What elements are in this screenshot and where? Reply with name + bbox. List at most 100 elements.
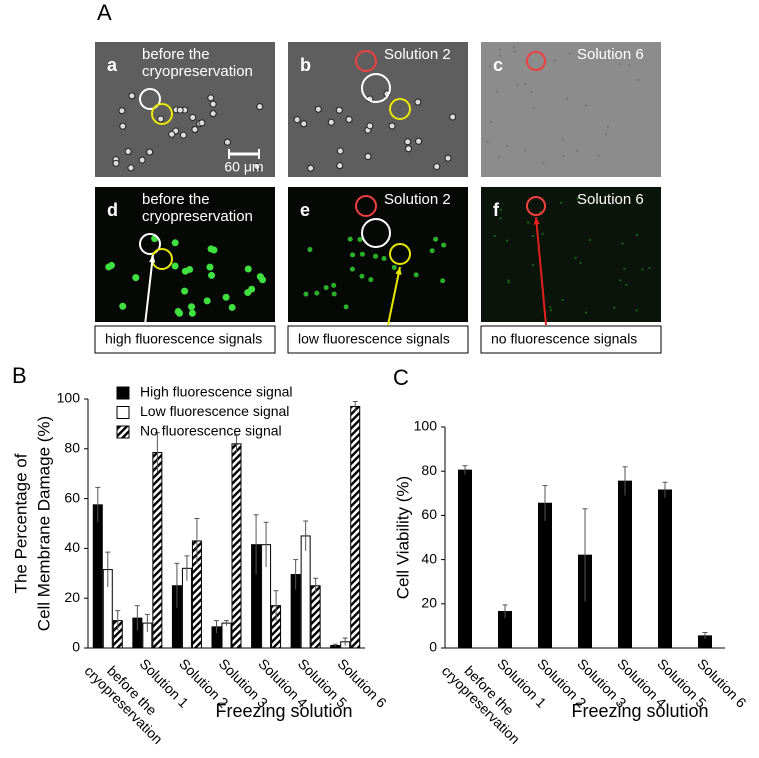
- bar: [300, 535, 311, 649]
- cell: [347, 236, 353, 242]
- cell: [635, 309, 638, 312]
- cell: [323, 285, 329, 291]
- cell: [531, 263, 535, 267]
- cell: [208, 271, 216, 279]
- cell: [188, 309, 196, 317]
- image-label: Solution 2: [384, 46, 451, 63]
- cell: [404, 145, 412, 153]
- bar: [152, 452, 163, 649]
- cell: [561, 138, 564, 141]
- image-letter: e: [300, 200, 310, 220]
- cell: [244, 289, 252, 297]
- bar: [350, 405, 361, 649]
- cell: [413, 272, 419, 278]
- y-tick-label: 100: [414, 418, 438, 434]
- cell: [542, 162, 545, 165]
- cell: [112, 159, 120, 167]
- cell: [584, 311, 588, 314]
- cell: [486, 140, 489, 143]
- marker-circle: [139, 233, 161, 255]
- cell: [119, 302, 127, 310]
- cell: [619, 62, 622, 66]
- cell: [171, 239, 179, 247]
- cell: [590, 56, 594, 59]
- cell: [179, 131, 187, 139]
- cell: [516, 83, 519, 87]
- image-letter: c: [493, 55, 503, 75]
- cell: [388, 122, 396, 130]
- marker-circle: [389, 98, 411, 120]
- cell: [523, 82, 527, 86]
- cell: [366, 122, 374, 130]
- cell: [404, 138, 412, 146]
- cell: [605, 133, 608, 136]
- x-axis-label: Freezing solution: [215, 701, 352, 721]
- cell: [127, 164, 135, 172]
- cell: [364, 153, 372, 161]
- cell: [209, 100, 217, 108]
- legend-label: Low fluorescence signal: [140, 403, 289, 419]
- cell: [568, 52, 572, 55]
- cell: [253, 163, 261, 171]
- cell: [222, 293, 230, 301]
- cell: [359, 273, 365, 279]
- legend-swatch: [116, 406, 130, 419]
- panel-label: A: [97, 0, 112, 25]
- cell: [105, 263, 113, 271]
- cell: [531, 234, 535, 238]
- arrow-head: [149, 255, 156, 263]
- image-letter: b: [300, 55, 311, 75]
- cell: [343, 304, 349, 310]
- cell: [189, 113, 197, 121]
- cell: [574, 256, 577, 260]
- cell: [244, 265, 252, 273]
- y-axis-label: Cell Viability (%): [393, 476, 412, 599]
- cell: [209, 110, 217, 118]
- cell: [449, 113, 457, 121]
- cell: [228, 303, 236, 311]
- cell: [561, 298, 564, 302]
- cell: [628, 64, 631, 67]
- cell: [314, 290, 320, 296]
- x-axis-label: Freezing solution: [571, 701, 708, 721]
- cell: [138, 156, 146, 164]
- cell: [505, 239, 509, 242]
- cell: [553, 59, 556, 62]
- arrow-head: [395, 267, 402, 275]
- caption-box: [287, 325, 469, 354]
- cell: [512, 45, 516, 49]
- cell: [349, 266, 355, 272]
- cell: [191, 126, 199, 134]
- caption-box: [94, 325, 276, 354]
- arrow-head: [533, 217, 540, 225]
- image-label: Solution 6: [577, 46, 644, 63]
- cell: [207, 94, 215, 102]
- cell: [498, 54, 502, 57]
- cell: [331, 291, 337, 297]
- cell: [429, 248, 435, 254]
- micrograph: b Solution 2: [288, 42, 468, 177]
- marker-circle: [151, 103, 173, 125]
- image-letter: d: [107, 200, 118, 220]
- y-tick-label: 20: [421, 595, 437, 611]
- marker-circle: [526, 51, 546, 71]
- cell: [350, 252, 356, 258]
- cell: [357, 236, 363, 242]
- cell: [124, 148, 132, 156]
- image-label: before the: [142, 46, 210, 63]
- image-label: Solution 6: [577, 191, 644, 208]
- cell: [336, 147, 344, 155]
- panel-label: C: [393, 365, 409, 390]
- cell: [507, 281, 510, 284]
- arrow: [535, 216, 547, 326]
- image-label: cryopreservation: [142, 208, 253, 225]
- cell: [532, 106, 535, 110]
- cell: [576, 197, 580, 200]
- cell: [171, 262, 179, 270]
- cell: [641, 268, 644, 271]
- y-tick-label: 40: [421, 550, 437, 566]
